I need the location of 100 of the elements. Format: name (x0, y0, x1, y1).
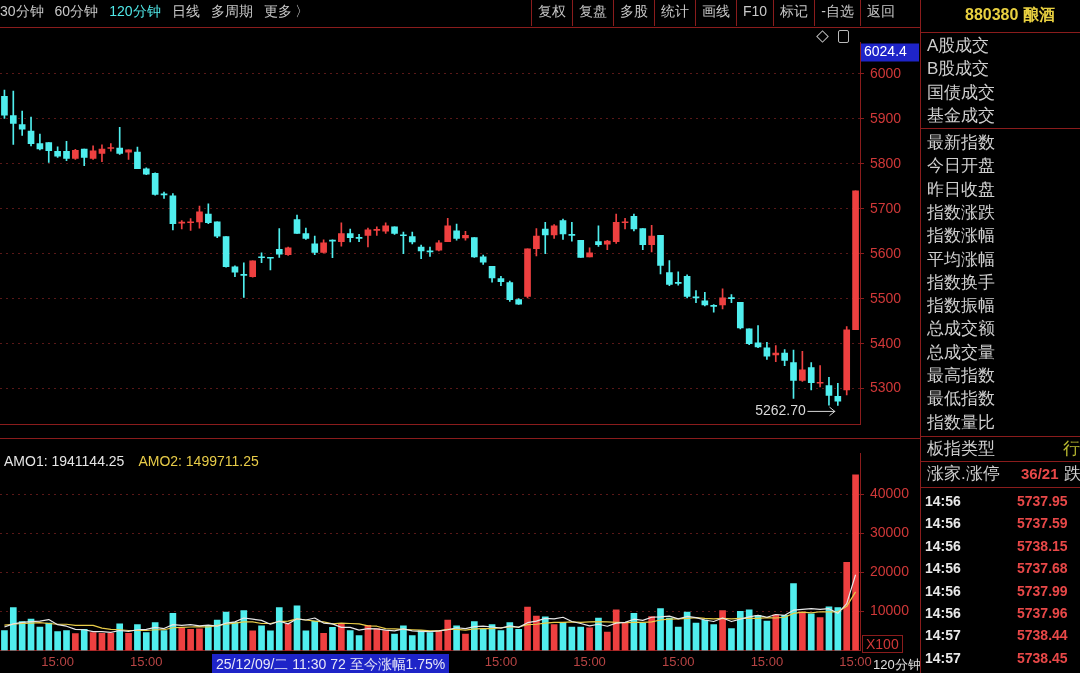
x-tick-label: 15:00 (484, 653, 518, 669)
text: 复盘 (572, 0, 613, 26)
text: 14:56 (925, 536, 961, 556)
text: 总成交量 (927, 341, 995, 364)
y-tick-label: 5800 (870, 154, 902, 171)
y-tick-label: 6000 (870, 64, 902, 81)
candlestick (373, 226, 381, 236)
bar (346, 630, 354, 651)
text: AMO2: 1499711.25 (138, 453, 259, 470)
y-tick-label: 10000 (870, 602, 910, 619)
y-tick-label: 5900 (870, 109, 902, 126)
bar (107, 632, 115, 651)
bar (125, 632, 132, 651)
bar (524, 606, 531, 651)
x-tick-label: 15:00 (41, 653, 74, 669)
bar (142, 632, 150, 651)
bar (373, 628, 381, 651)
text: 指数振幅 (927, 295, 995, 318)
text: 14:56 (925, 492, 961, 511)
text: 跌 (1064, 463, 1080, 485)
text: 最低指数 (927, 388, 995, 411)
bar (462, 633, 469, 651)
bar (80, 629, 88, 651)
text: 更多 〉 (263, 3, 310, 21)
bar (736, 611, 744, 651)
bar (72, 633, 79, 651)
x-tick-label: 15:00 (661, 653, 695, 669)
bar (781, 614, 788, 651)
bar (674, 626, 682, 651)
text: F10 (736, 0, 774, 26)
x-tick-label: 15:00 (750, 653, 784, 669)
y-tick-label: 30000 (870, 524, 910, 541)
candlestick (577, 239, 585, 258)
bar (329, 627, 336, 651)
text: AMO1: 1941144.25 (4, 453, 125, 470)
text: 指数涨跌 (927, 201, 995, 224)
bar (612, 609, 620, 651)
bar (400, 625, 407, 651)
bar (799, 611, 806, 651)
text: 多股 (613, 0, 654, 26)
bar (550, 624, 558, 651)
text: 14:57 (925, 626, 961, 646)
text: 25/12/09/二 11:30 72 至今涨幅1.75% (212, 654, 450, 673)
bar (267, 630, 274, 651)
bar (710, 624, 718, 651)
text: B股成交 (927, 58, 990, 81)
candlestick (674, 271, 682, 286)
bar (178, 627, 186, 651)
bar (63, 630, 70, 651)
text: 5737.96 (1017, 604, 1068, 623)
bar (196, 628, 203, 651)
text: 指数涨幅 (927, 225, 995, 248)
bar (444, 619, 452, 651)
text: 最高指数 (927, 365, 995, 387)
bar (320, 632, 327, 651)
bar (719, 610, 726, 651)
bar (453, 625, 460, 651)
bar (249, 630, 257, 651)
bar (772, 614, 780, 651)
x-tick-label: 15:00 (573, 653, 606, 669)
text: 基金成交 (927, 104, 995, 127)
text: 画线 (695, 0, 736, 26)
bar (116, 623, 124, 651)
bar (275, 607, 283, 651)
bar (843, 561, 851, 651)
text: 国债成交 (927, 81, 995, 104)
bar (1, 630, 8, 651)
bar (533, 615, 540, 651)
y-tick-label: 5300 (870, 379, 902, 396)
text: 标记 (773, 0, 815, 26)
y-tick-label: 5600 (870, 244, 902, 261)
bar (648, 616, 655, 651)
text: 120分钟 (109, 3, 161, 21)
text: 14:56 (925, 559, 961, 579)
y-tick-label: 5700 (870, 199, 902, 216)
bar (639, 622, 647, 651)
bar (311, 620, 319, 651)
text: 复权 (531, 0, 572, 26)
bar (9, 607, 17, 651)
text: 指数换手 (927, 271, 995, 294)
text: 总成交额 (927, 318, 995, 341)
text: 平均涨幅 (927, 248, 995, 271)
bar (408, 635, 416, 651)
text: 板指类型 (927, 438, 995, 460)
bar (586, 627, 593, 651)
text: 指数量比 (927, 411, 995, 434)
text: 14:57 (925, 648, 961, 668)
bar (657, 608, 664, 651)
text: 最新指数 (927, 132, 995, 154)
text: A股成交 (927, 35, 990, 57)
y-tick-label: 5400 (870, 334, 902, 351)
text: 5737.68 (1017, 559, 1068, 579)
text: 60分钟 (54, 3, 99, 21)
text: 880380 酿酒 (965, 5, 1055, 25)
text: 5738.44 (1017, 626, 1068, 646)
text: 5737.59 (1017, 514, 1068, 534)
text: 5737.95 (1017, 492, 1068, 511)
text: 6024.4 (864, 43, 908, 60)
candlestick (710, 304, 718, 313)
text: 5738.15 (1017, 536, 1068, 556)
